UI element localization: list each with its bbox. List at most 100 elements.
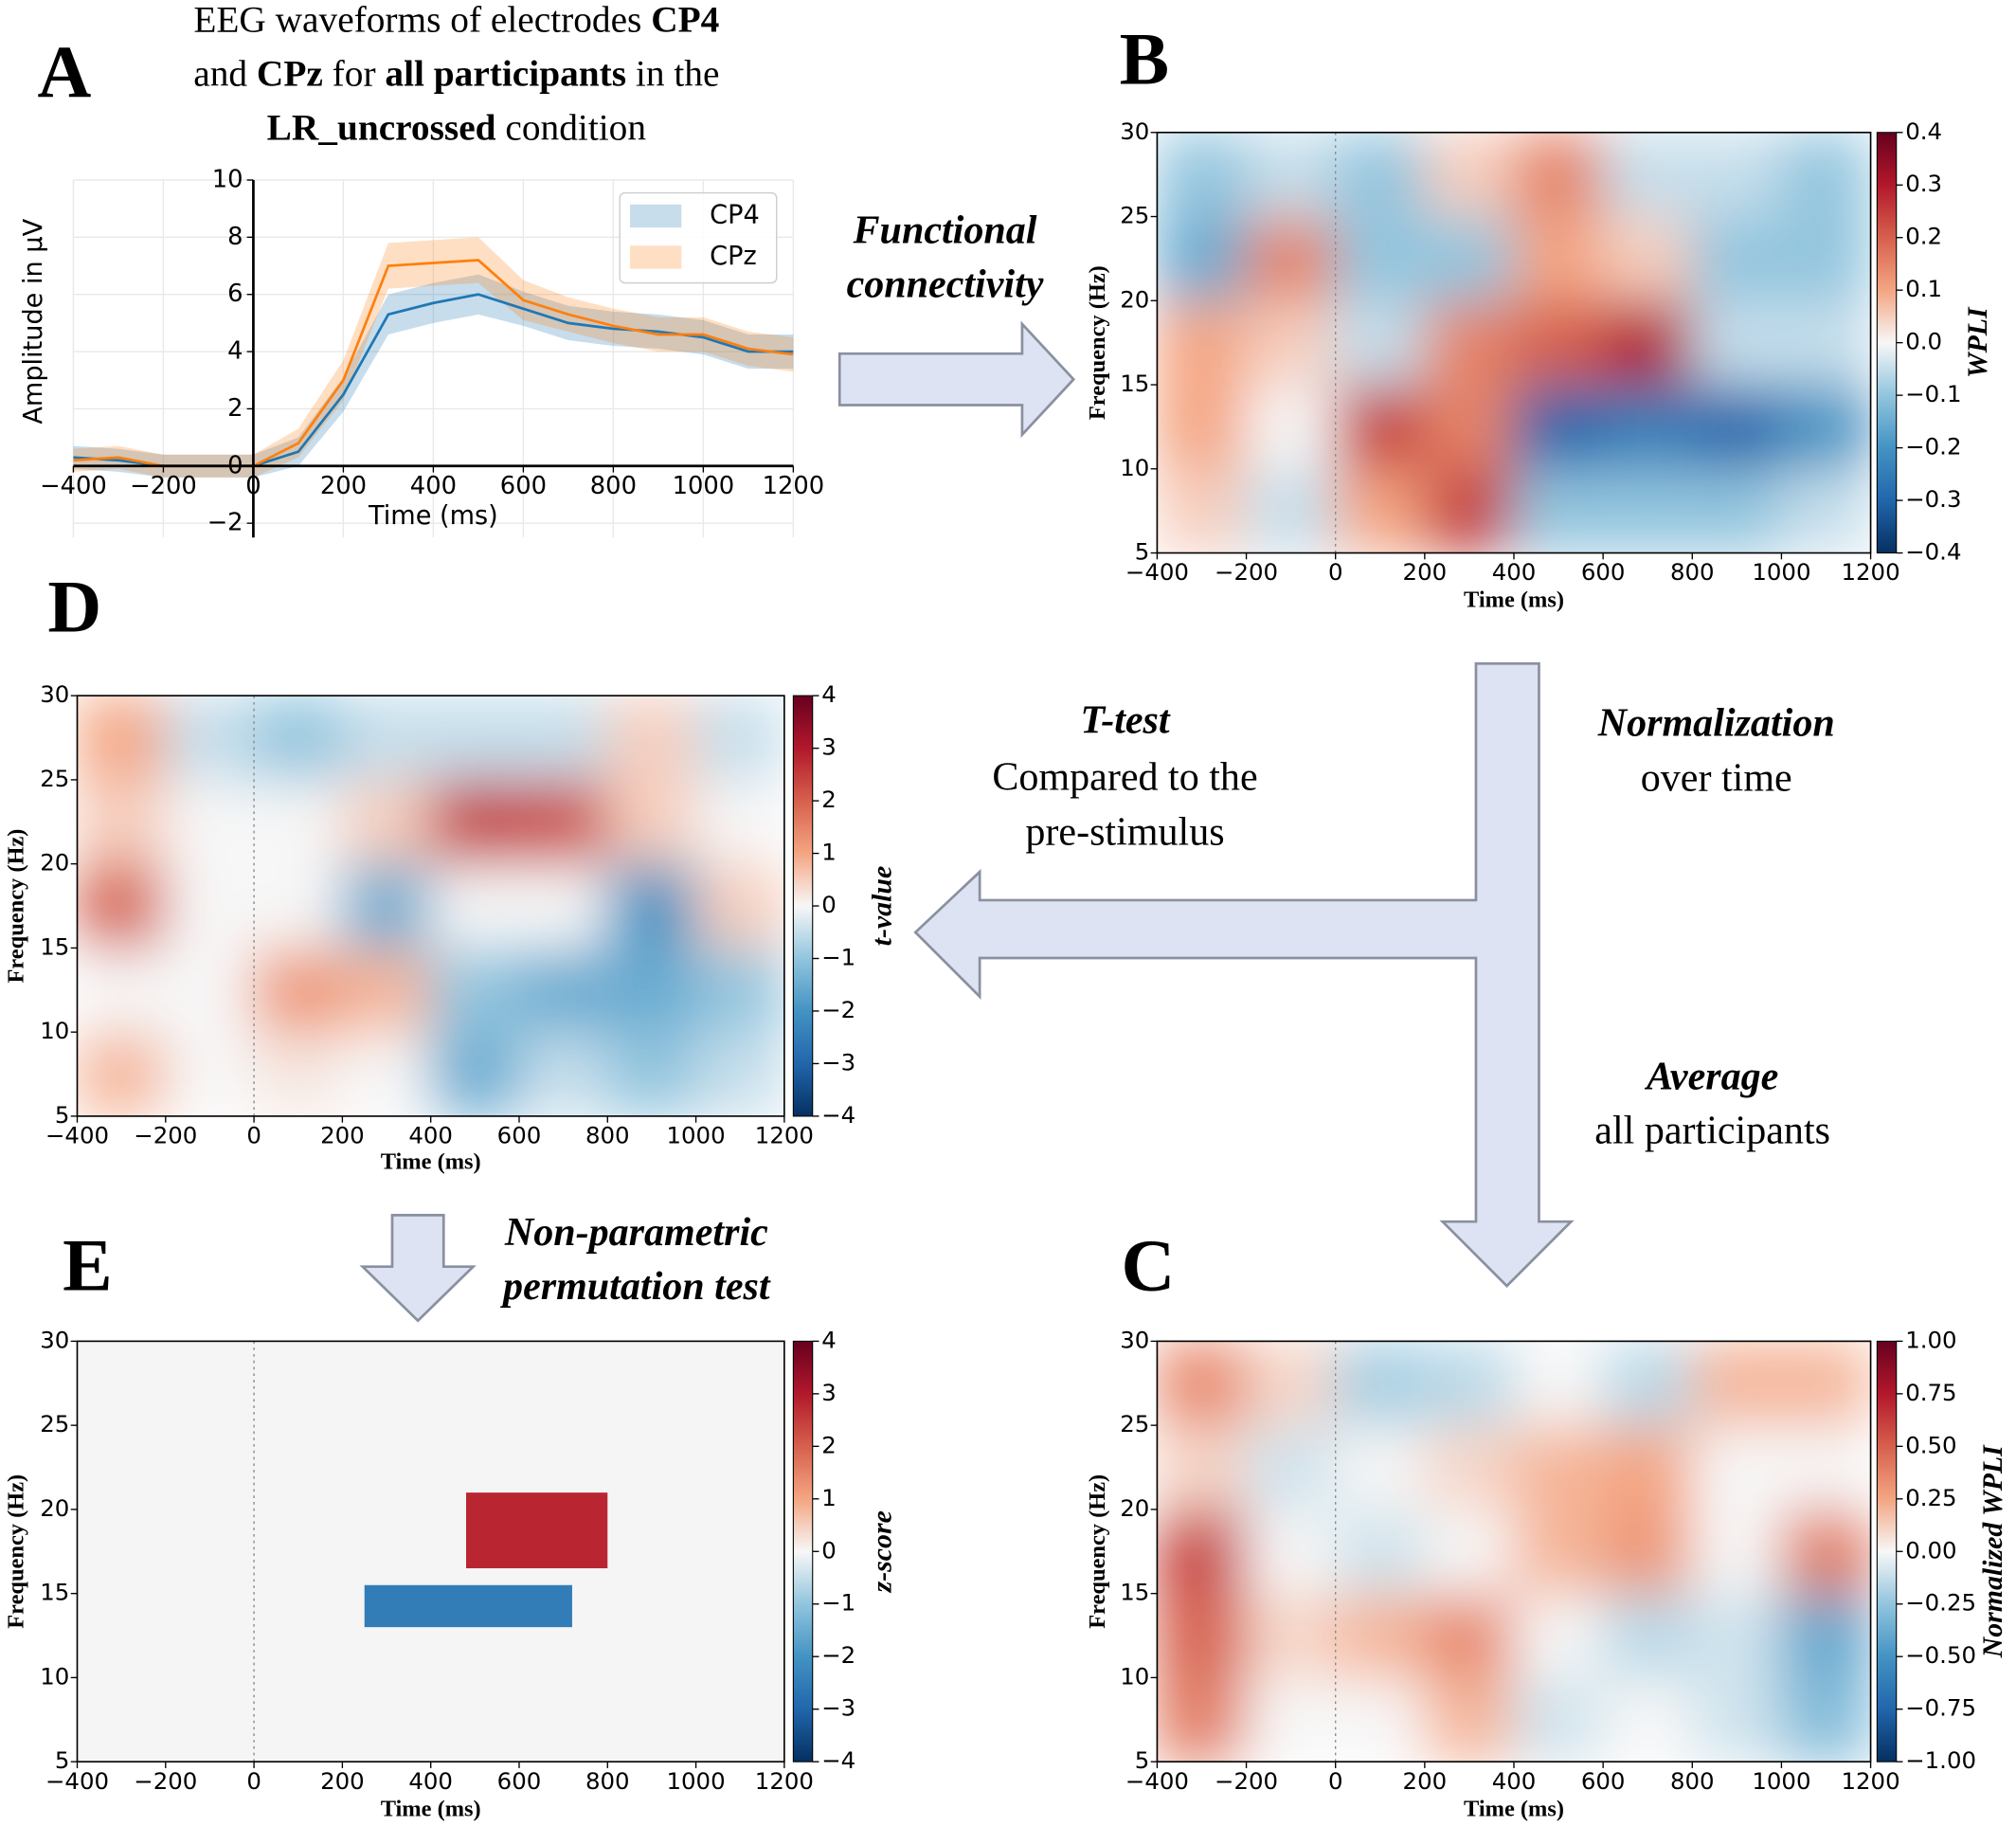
heatmap-cell [1780,1424,1871,1510]
x-tick-label: −200 [130,472,197,500]
colorbar-tick-label: 1 [821,839,837,866]
heatmap-cell [1157,1424,1248,1510]
y-tick-label: 10 [40,1017,69,1044]
x-tick-label: 1200 [755,1767,814,1795]
x-axis-label: Time (ms) [381,1796,481,1821]
heatmap-cell [1245,1676,1337,1763]
heatmap-cell [1157,215,1248,301]
x-tick-label: −400 [1125,558,1189,586]
x-tick-label: −400 [1125,1767,1189,1795]
heatmap-cell [1602,1592,1693,1679]
heatmap-cell [606,1031,697,1116]
colorbar-tick-label: 2 [821,1431,837,1458]
annotation: all participants [1594,1110,1830,1153]
chart-title: EEG waveforms of electrodes CP4 [193,0,719,40]
heatmap-cell [1780,299,1871,386]
cluster-panel: −400 −200 0 200 400 600 800 1000 120051015202530… [4,1326,898,1821]
heatmap-cell [1513,1592,1604,1679]
colorbar [792,1340,814,1763]
x-tick-label: 600 [497,1122,542,1149]
legend-label: CP4 [710,200,760,229]
colorbar-tick-label: 3 [821,1379,837,1406]
heatmap-cell [77,862,167,949]
x-tick-label: 1200 [1842,1767,1900,1795]
colorbar-label: Normalized WPLI [1977,1444,2008,1659]
annotation: Functional [853,209,1037,253]
heatmap-clip [1157,1341,1871,1763]
x-tick-label: 1000 [673,472,735,500]
heatmap-cell [1691,1424,1783,1510]
heatmap-cell [1691,1341,1783,1426]
x-tick-label: 0 [246,1122,261,1149]
heatmap-cell [1602,384,1693,470]
legend-swatch [630,245,682,269]
colorbar-tick-label: 0.50 [1905,1431,1956,1458]
colorbar-tick-label: −3 [821,1048,855,1076]
y-tick-label: 25 [40,1410,69,1437]
colorbar-tick-label: 4 [821,680,837,708]
y-tick-label: 25 [40,765,69,792]
heatmap-cell [1335,1341,1426,1426]
x-tick-label: 800 [1670,558,1715,586]
heatmap-cell [1245,1592,1337,1679]
heatmap-cell [1157,132,1248,218]
x-tick-label: −200 [1215,1767,1278,1795]
heatmap-cell [606,862,697,949]
x-tick-label: 800 [590,472,637,500]
y-tick-label: 4 [227,337,243,366]
cluster [364,1584,572,1628]
heatmap-cell [1691,468,1783,553]
panel-letter: D [47,567,101,649]
title-part: all participants [385,52,626,94]
y-tick-label: −2 [207,509,243,537]
colorbar-tick-label: 0 [821,1536,837,1564]
y-axis-label: Frequency (Hz) [1085,1474,1110,1629]
annotation: T-test [1080,699,1171,743]
y-tick-label: 30 [40,1326,69,1353]
heatmap-cell [518,862,608,949]
heatmap-cells [1157,1341,1871,1763]
heatmap-cell [1157,384,1248,470]
heatmap-cell [1245,1424,1337,1510]
colorbar-tick-label: 0.2 [1905,223,1942,250]
heatmap-cell [165,779,255,865]
y-tick-label: 30 [1120,1326,1149,1353]
colorbar-tick-label: −0.75 [1905,1694,1976,1722]
x-tick-label: 1200 [763,472,825,500]
x-tick-label: 0 [245,472,261,500]
y-axis-label: Amplitude in μV [19,218,48,424]
x-tick-label: 1000 [667,1767,726,1795]
heatmap-cell [694,947,784,1033]
heatmap-cell [1602,468,1693,553]
heatmap-cell [1424,1676,1515,1763]
y-tick-label: 0 [227,451,243,479]
y-axis-label: Frequency (Hz) [4,829,29,984]
x-axis-label: Time (ms) [381,1149,481,1175]
y-tick-label: 20 [40,1494,69,1522]
heatmap-cell [77,779,167,865]
colorbar-tick-label: 1.00 [1905,1326,1956,1353]
x-axis-label: Time (ms) [1464,588,1564,613]
colorbar-tick-label: −2 [821,1641,855,1669]
x-tick-label: 600 [497,1767,542,1795]
x-tick-label: −200 [1215,558,1278,586]
heatmap-cell [1513,1341,1604,1426]
heatmap-cell [518,1031,608,1116]
colorbar-tick-label: 2 [821,786,837,813]
colorbar-tick-label: −3 [821,1694,855,1722]
heatmap-cell [694,779,784,865]
x-tick-label: −200 [134,1122,197,1149]
y-tick-label: 25 [1120,202,1149,229]
heatmap-cell [1335,1424,1426,1510]
colorbar [792,695,814,1117]
y-tick-label: 15 [1120,370,1149,397]
heatmap-cell [1335,468,1426,553]
heatmap-cell [694,696,784,781]
heatmap-cell [1513,215,1604,301]
error-band [73,237,794,478]
heatmap-cell [1513,1424,1604,1510]
y-tick-label: 10 [40,1662,69,1690]
heatmap-cell [694,862,784,949]
colorbar-label: z-score [867,1510,898,1593]
heatmap-cells [1157,132,1871,553]
